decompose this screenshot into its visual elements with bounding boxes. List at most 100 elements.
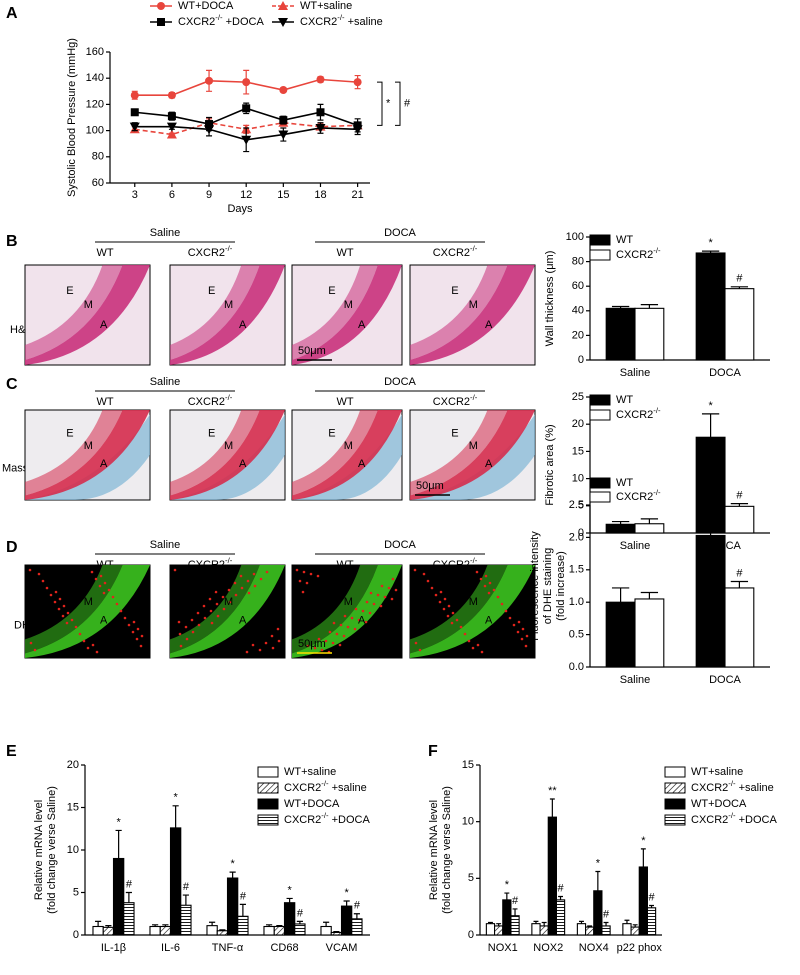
x-tick-label: Saline	[620, 540, 651, 552]
layer-label: E	[208, 583, 215, 595]
y-tick-label: 10	[67, 844, 79, 856]
legend-swatch	[257, 782, 279, 794]
dhe-dot	[365, 600, 369, 604]
legend-label: CXCR2-/- +saline	[691, 779, 774, 794]
legend-label: WT	[616, 477, 633, 489]
adventitia	[25, 414, 150, 500]
dhe-dot	[276, 627, 280, 631]
bar	[630, 926, 640, 936]
layer-label: E	[66, 583, 73, 595]
dhe-dot	[209, 609, 213, 613]
dhe-dot	[264, 641, 268, 645]
group-header: Saline	[150, 227, 181, 239]
y-tick-label: 5	[578, 500, 584, 512]
genotype-header: CXCR2-/-	[188, 393, 233, 408]
dhe-dot	[202, 604, 206, 608]
significance-label: *	[116, 816, 121, 828]
dhe-dot	[61, 614, 65, 618]
micrograph: EMA	[24, 409, 151, 501]
genotype-header: WT	[336, 247, 353, 259]
bar	[237, 915, 249, 936]
dhe-dot	[484, 574, 488, 578]
layer-label: E	[328, 583, 335, 595]
marker	[278, 130, 289, 140]
dhe-dot	[434, 593, 438, 597]
layer-label: A	[239, 319, 247, 331]
marker	[130, 91, 139, 100]
micrograph: EMA	[24, 264, 151, 366]
dhe-dot	[86, 646, 90, 650]
micrograph: EMA	[169, 564, 286, 659]
bar	[585, 926, 595, 936]
dhe-dot	[500, 602, 504, 606]
panel-label: B	[6, 233, 18, 250]
legend-label: CXCR2-/- +DOCA	[284, 811, 370, 826]
marker	[242, 104, 251, 113]
dhe-dot	[488, 581, 492, 585]
y-axis-label: Fluorescence intensity	[529, 531, 541, 641]
significance-label: **	[548, 785, 557, 797]
genotype-header: CXCR2-/-	[433, 244, 478, 259]
dhe-dot	[338, 643, 342, 647]
layer-label: E	[451, 583, 458, 595]
dhe-dot	[430, 586, 434, 590]
dhe-dot	[361, 609, 365, 613]
dhe-dot	[492, 588, 496, 592]
legend-swatch	[589, 491, 611, 503]
marker	[166, 129, 177, 139]
dhe-dot	[115, 602, 119, 606]
layer-label: A	[239, 458, 247, 470]
marker	[130, 108, 139, 117]
dhe-dot	[271, 646, 275, 650]
layer-label: A	[485, 319, 493, 331]
micrograph: EMA	[169, 409, 286, 501]
significance-label: #	[736, 490, 743, 502]
significance-label: *	[344, 887, 349, 899]
marker	[278, 1, 288, 10]
dhe-dot	[123, 616, 127, 620]
dhe-dot	[391, 577, 395, 581]
y-tick-label: 10	[572, 473, 584, 485]
legend-swatch	[664, 798, 686, 810]
dhe-dot	[439, 590, 443, 594]
error-bar	[640, 848, 646, 867]
marker	[279, 116, 288, 125]
error-bar	[701, 413, 720, 438]
layer-label: A	[239, 615, 247, 627]
dhe-dot	[45, 586, 49, 590]
error-bar	[541, 921, 547, 926]
significance-label: #	[603, 908, 610, 920]
marker	[167, 91, 176, 100]
significance-label: *	[708, 400, 713, 412]
dhe-dot	[320, 648, 324, 652]
x-axis-label: Days	[227, 203, 253, 215]
dhe-dot	[82, 639, 86, 643]
legend-label: CXCR2-/- +saline	[284, 779, 367, 794]
layer-label: E	[328, 427, 335, 439]
y-tick-label: 20	[572, 418, 584, 430]
significance-label: *	[596, 857, 601, 869]
dhe-dot	[49, 593, 53, 597]
marker	[316, 108, 325, 117]
bar	[92, 925, 104, 936]
panel-label: F	[428, 743, 438, 760]
x-tick-label: NOX2	[533, 942, 563, 954]
dhe-dot	[234, 593, 238, 597]
error-bar	[549, 798, 555, 818]
micrograph: EMA	[24, 564, 151, 659]
dhe-dot	[302, 570, 306, 574]
vessel-wall	[170, 410, 285, 500]
error-bar	[353, 913, 360, 919]
error-bar	[603, 921, 609, 926]
layer-label: E	[66, 427, 73, 439]
bar	[263, 925, 275, 936]
dhe-dot	[246, 579, 250, 583]
dhe-dot	[313, 646, 317, 650]
bar	[646, 907, 657, 936]
y-axis-label: Fibrotic area (%)	[544, 424, 556, 505]
dhe-dot	[111, 595, 115, 599]
dhe-dot	[91, 643, 95, 647]
legend-label: WT+saline	[300, 0, 352, 12]
bar	[510, 915, 520, 936]
bar	[605, 523, 636, 534]
